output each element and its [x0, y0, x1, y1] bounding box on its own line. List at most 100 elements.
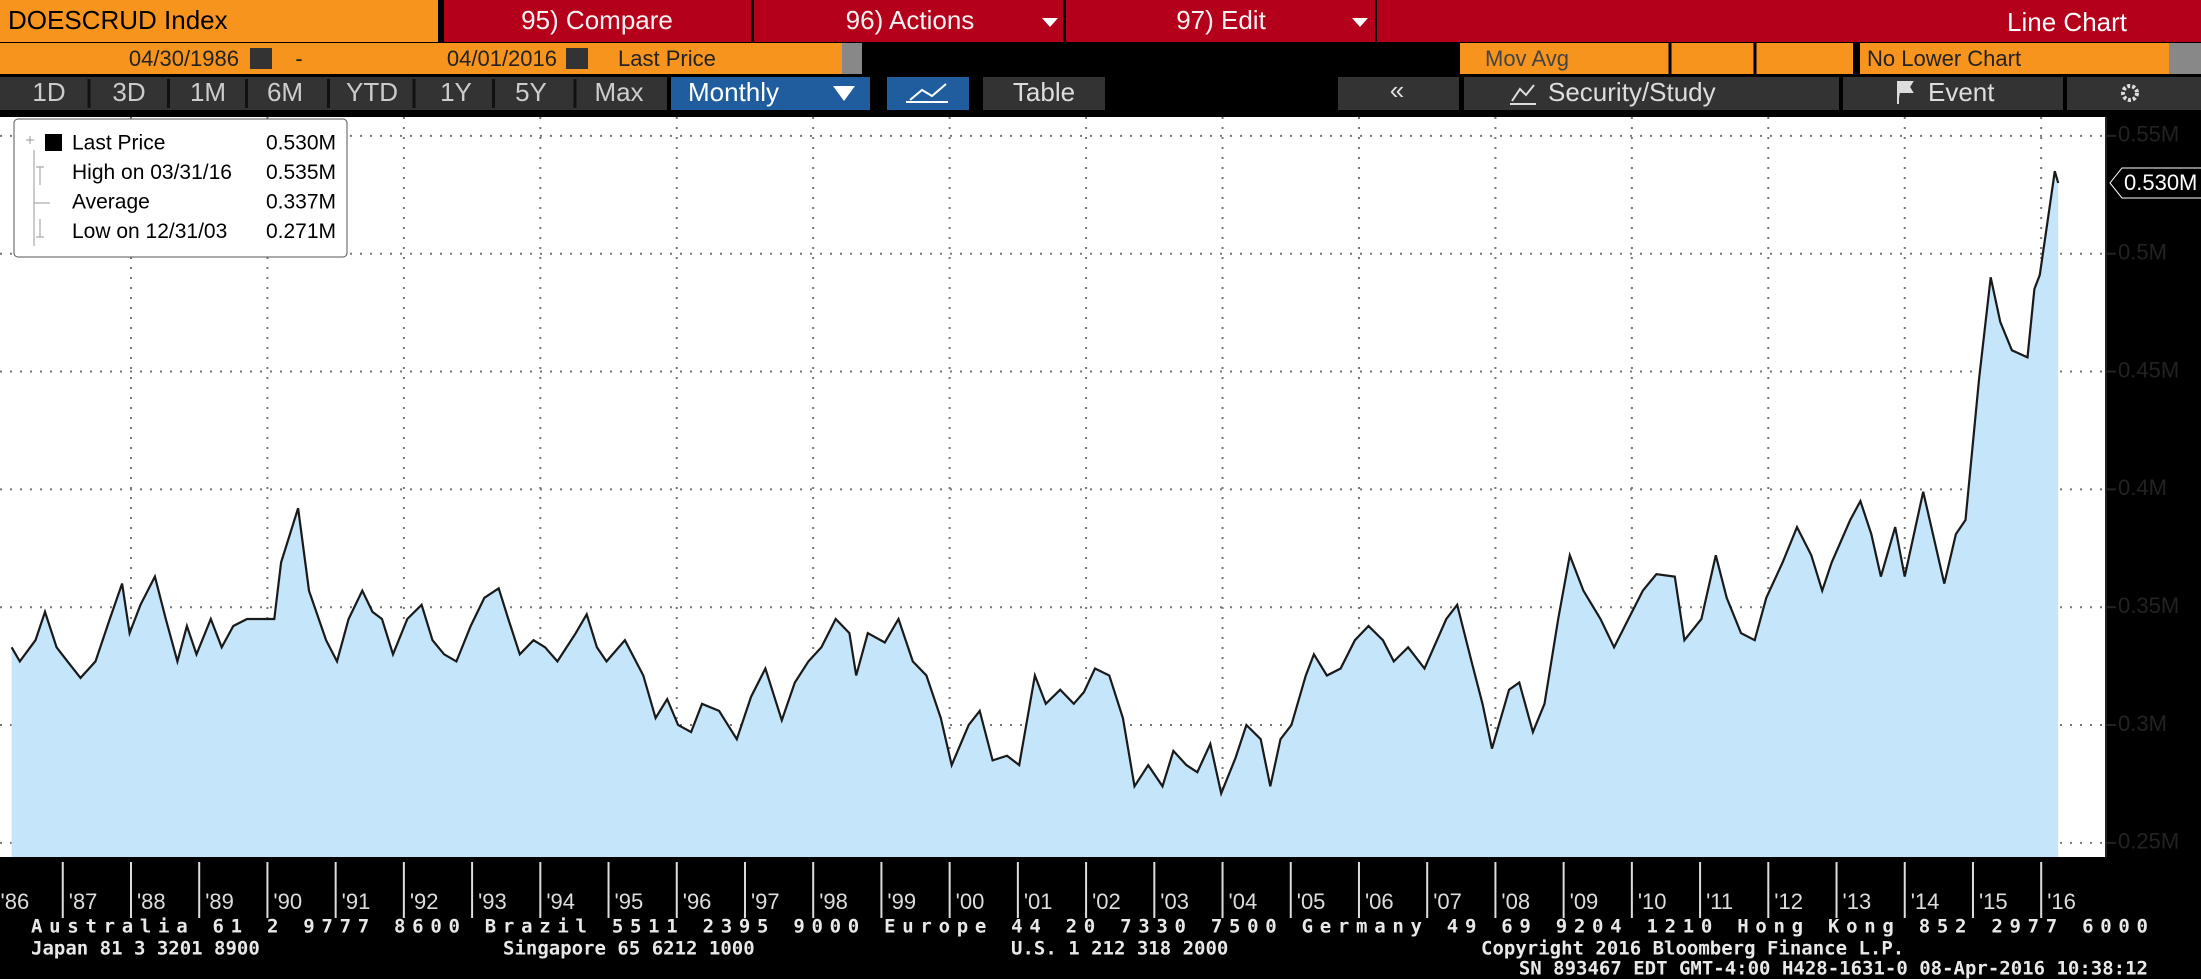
x-tick-label: '95: [615, 889, 644, 914]
footer-line: Australia 61 2 9777 8600 Brazil 5511 239…: [31, 916, 2148, 938]
mov-avg-bar[interactable]: [1460, 43, 1853, 74]
x-tick-label: '16: [2047, 889, 2076, 914]
legend-swatch: [45, 134, 62, 151]
security-box[interactable]: [0, 0, 438, 42]
menu-compare[interactable]: [444, 0, 751, 42]
menu-edit[interactable]: [1066, 0, 1375, 42]
period-button[interactable]: 1M: [190, 77, 226, 107]
x-tick-label: '04: [1229, 889, 1258, 914]
start-date[interactable]: 04/30/1986: [129, 46, 239, 71]
footer-line: SN 893467 EDT GMT-4:00 H428-1631-0 08-Ap…: [1519, 958, 2148, 979]
x-tick-label: '90: [273, 889, 302, 914]
study-label: Security/Study: [1548, 77, 1716, 107]
period-button[interactable]: 6M: [267, 77, 303, 107]
x-tick-label: '01: [1024, 889, 1053, 914]
period-button[interactable]: 1Y: [440, 77, 472, 107]
x-tick-label: '93: [478, 889, 507, 914]
x-tick-label: '99: [887, 889, 916, 914]
legend-label: Low on 12/31/03: [72, 220, 227, 243]
field-dropdown[interactable]: [842, 43, 862, 74]
frequency-box[interactable]: [671, 77, 870, 110]
period-button[interactable]: 5Y: [515, 77, 547, 107]
x-tick-label: '87: [69, 889, 98, 914]
x-tick-label: '09: [1570, 889, 1599, 914]
x-tick-label: '92: [410, 889, 439, 914]
footer-line: Copyright 2016 Bloomberg Finance L.P.: [1481, 938, 1904, 960]
dropdown-arrow: [1042, 18, 1058, 27]
study-icon: [1510, 84, 1536, 105]
legend: [13, 118, 348, 258]
y-tick-label: 0.35M: [2118, 593, 2179, 618]
lower-chart: No Lower Chart: [1867, 46, 2021, 71]
x-tick-label: '88: [137, 889, 166, 914]
field[interactable]: Last Price: [618, 46, 716, 71]
plot: 0.25M 0.3M 0.35M 0.4M 0.45M 0.5M 0.55M: [0, 117, 2179, 857]
end-date[interactable]: 04/01/2016: [447, 46, 557, 71]
legend-tree: [26, 136, 50, 246]
x-tick-label: '02: [1092, 889, 1121, 914]
mov-avg: Mov Avg: [1485, 46, 1569, 71]
settings-button[interactable]: [2067, 77, 2201, 110]
event-button[interactable]: [1843, 77, 2063, 110]
view-box[interactable]: [1377, 0, 2201, 42]
last-value-label: 0.530M: [2124, 170, 2197, 195]
view-label: Line Chart: [2007, 7, 2128, 37]
dropdown-arrow: [1352, 18, 1368, 27]
period-button[interactable]: 1D: [32, 77, 65, 107]
calendar-icon[interactable]: [250, 48, 272, 69]
table-button[interactable]: [983, 77, 1105, 110]
legend-value: 0.530M: [266, 132, 336, 155]
x-tick-label: '97: [751, 889, 780, 914]
lower-chart-dropdown[interactable]: [2169, 43, 2201, 74]
x-tick-label: '06: [1365, 889, 1394, 914]
table-label: Table: [1013, 77, 1075, 107]
x-tick-label: '07: [1433, 889, 1462, 914]
y-tick-label: 0.5M: [2118, 240, 2167, 265]
x-tick-label: '89: [205, 889, 234, 914]
y-tick-label: 0.3M: [2118, 711, 2167, 736]
back-button[interactable]: [1338, 77, 1459, 110]
period-button[interactable]: Max: [594, 77, 643, 107]
period-button[interactable]: YTD: [346, 77, 398, 107]
x-tick-label: '96: [683, 889, 712, 914]
security: DOESCRUD Index: [8, 5, 228, 35]
x-tick-label: '05: [1297, 889, 1326, 914]
x-tick-label: '14: [1911, 889, 1940, 914]
y-tick-label: 0.45M: [2118, 357, 2179, 382]
x-tick-label: '08: [1501, 889, 1530, 914]
flag-icon: [1897, 81, 1914, 104]
footer-line: U.S. 1 212 318 2000: [1011, 938, 1228, 960]
legend-value: 0.535M: [266, 161, 336, 184]
x-tick-label: '86: [1, 889, 30, 914]
calendar-icon[interactable]: [566, 48, 588, 69]
y-tick-label: 0.55M: [2118, 122, 2179, 147]
line: [10, 170, 2060, 798]
frequency: Monthly: [688, 77, 779, 107]
period-bar: [0, 77, 667, 110]
footer-line: Singapore 65 6212 1000: [503, 938, 755, 960]
legend-rows: Last Price 0.530M High on 03/31/16 0.535M Av…: [72, 132, 336, 244]
menu-label: 97) Edit: [1176, 5, 1266, 35]
event-label: Event: [1928, 77, 1995, 107]
x-tick-label: '10: [1638, 889, 1667, 914]
gear-icon: [2121, 84, 2139, 102]
x-tick-label: '15: [1979, 889, 2008, 914]
legend-label: Average: [72, 191, 150, 214]
period-button[interactable]: 3D: [112, 77, 145, 107]
x-tick-label: '98: [819, 889, 848, 914]
x-tick-label: '91: [342, 889, 371, 914]
legend-value: 0.337M: [266, 191, 336, 214]
lower-chart-box[interactable]: [1860, 43, 2169, 74]
menu-actions[interactable]: [754, 0, 1063, 42]
dropdown-arrow: [833, 86, 855, 101]
last-value-box: [2109, 167, 2201, 199]
x-tick-label: '13: [1843, 889, 1872, 914]
chart-icon: [906, 83, 948, 103]
separator: -: [295, 46, 302, 71]
area: [11, 171, 2059, 857]
footer-line: Japan 81 3 3201 8900: [31, 938, 260, 960]
x-tick-label: '12: [1774, 889, 1803, 914]
x-tick-label: '11: [1706, 889, 1733, 914]
y-tick-label: 0.4M: [2118, 475, 2167, 500]
